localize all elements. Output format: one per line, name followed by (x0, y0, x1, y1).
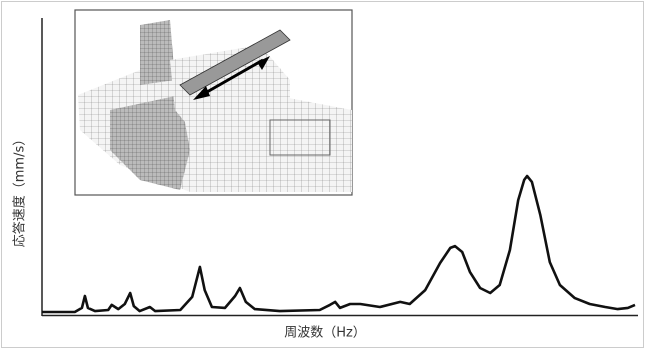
x-axis-label: 周波数（Hz） (284, 326, 366, 341)
inset-image (74, 9, 353, 196)
y-axis-label: 応答速度（mm/s） (12, 133, 28, 247)
response-line (42, 174, 636, 314)
